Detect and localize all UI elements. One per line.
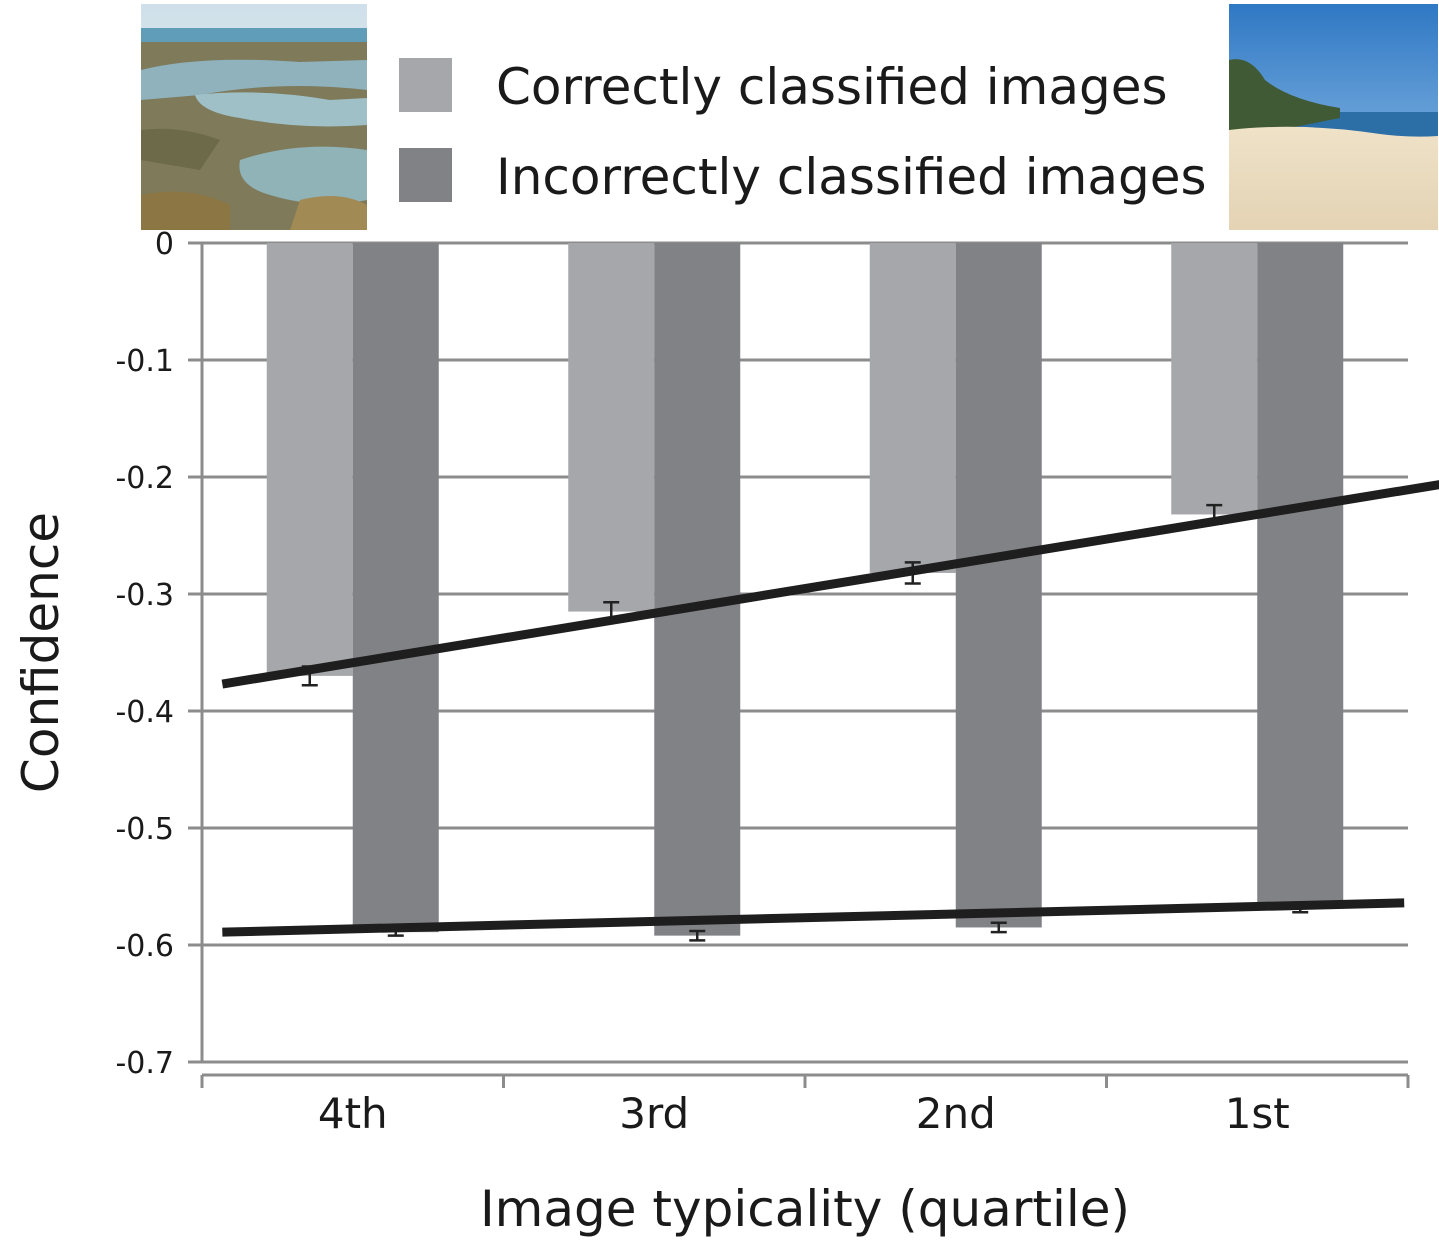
y-axis-title: Confidence — [12, 512, 70, 793]
x-tick-label: 3rd — [619, 1089, 689, 1138]
y-tick-label: 0 — [155, 227, 174, 262]
y-tick-label: -0.4 — [115, 695, 174, 730]
y-tick-label: -0.6 — [115, 929, 174, 964]
typical-beach-photo — [1229, 4, 1438, 230]
x-tick-label: 1st — [1225, 1089, 1290, 1138]
legend-label: Incorrectly classified images — [496, 148, 1207, 206]
series-correct — [266, 243, 1258, 687]
legend-swatch — [399, 148, 452, 202]
series-incorrect — [352, 243, 1344, 942]
atypical-beach-photo — [141, 4, 367, 230]
bar — [352, 243, 439, 933]
x-axis-title: Image typicality (quartile) — [480, 1180, 1130, 1238]
legend: Correctly classified images Incorrectly c… — [399, 58, 1207, 206]
trend-line-incorrect — [222, 898, 1405, 937]
y-tick-label: -0.1 — [115, 344, 174, 379]
trend-line-correct — [221, 480, 1439, 689]
bar — [955, 243, 1042, 928]
bar — [568, 243, 655, 612]
y-tick-label: -0.5 — [115, 812, 174, 847]
x-tick-label: 4th — [318, 1089, 388, 1138]
y-tick-label: -0.3 — [115, 578, 174, 613]
legend-label: Correctly classified images — [496, 58, 1168, 116]
bar — [266, 243, 353, 676]
bar — [1257, 243, 1344, 908]
y-tick-label: -0.7 — [115, 1046, 174, 1081]
legend-swatch — [399, 58, 452, 112]
bar — [654, 243, 741, 936]
x-tick-label: 2nd — [916, 1089, 996, 1138]
bar — [869, 243, 956, 573]
bar — [1171, 243, 1258, 515]
y-tick-label: -0.2 — [115, 461, 174, 496]
